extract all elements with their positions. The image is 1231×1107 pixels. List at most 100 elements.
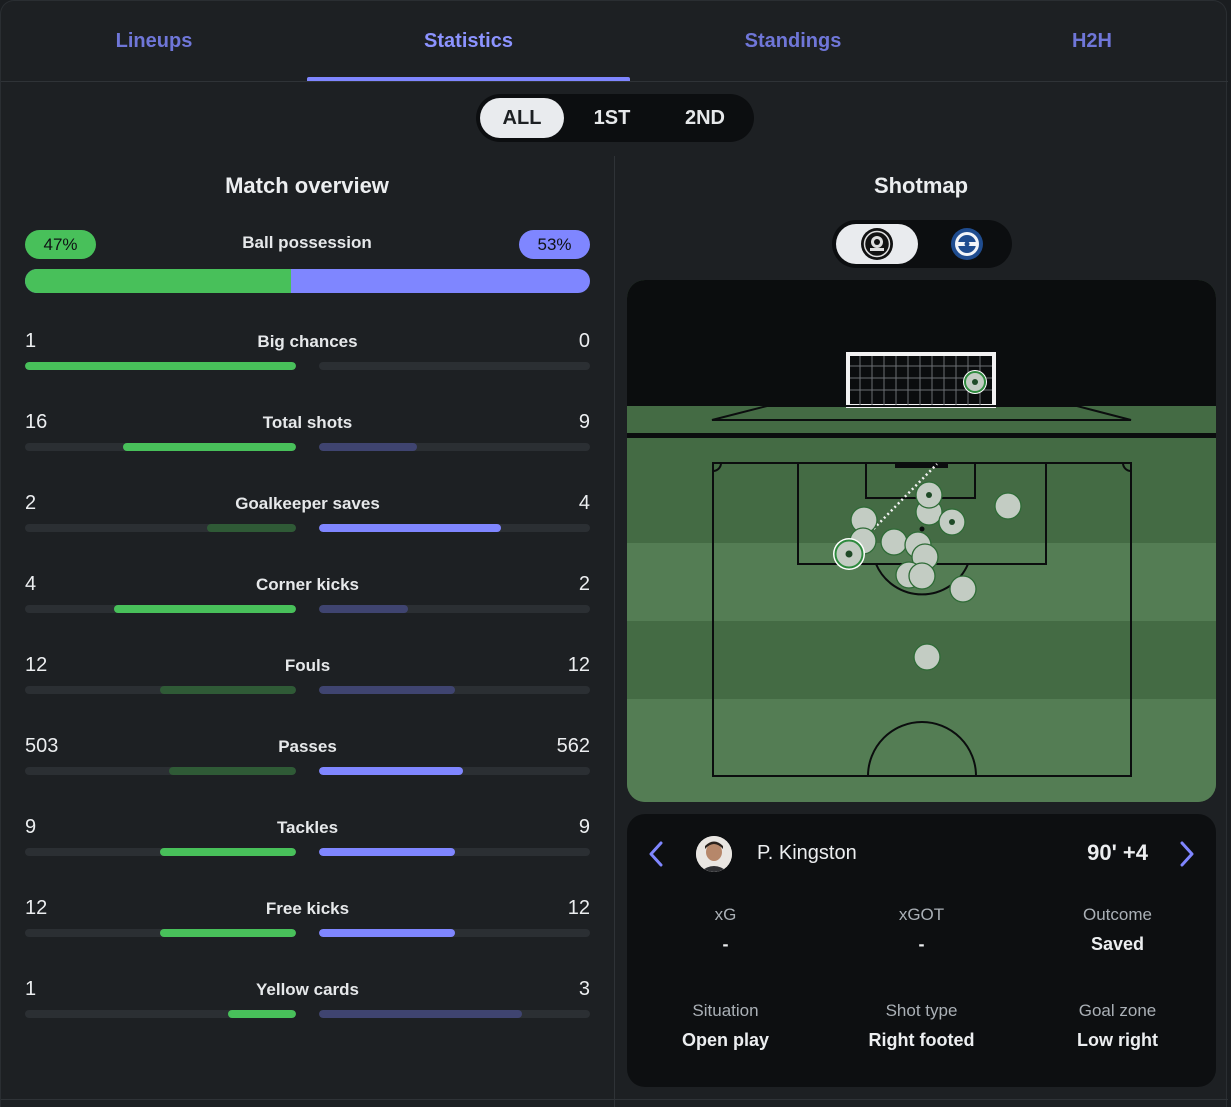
stat-row: 16 Total shots 9: [25, 411, 590, 451]
xg-value: -: [722, 934, 729, 954]
away-stat-value: 3: [578, 978, 590, 1000]
shot-marker-on-target[interactable]: [938, 508, 966, 536]
away-stat-bar: [319, 686, 590, 694]
shot-type-label: Shot type: [885, 1001, 958, 1020]
period-selector: ALL 1ST 2ND: [476, 94, 754, 142]
home-team-option[interactable]: [836, 224, 918, 264]
shotmap-pitch[interactable]: [627, 280, 1216, 802]
stat-label: Free kicks: [265, 899, 350, 918]
chevron-left-icon: [649, 841, 663, 867]
home-stat-fill: [123, 443, 296, 451]
outcome-detail: Outcome Saved: [1019, 905, 1216, 955]
tab-lineups[interactable]: Lineups: [115, 29, 193, 52]
home-stat-fill: [160, 848, 296, 856]
tab-standings[interactable]: Standings: [744, 29, 842, 52]
home-stat-bar: [25, 362, 296, 370]
shot-type-value: Right footed: [868, 1030, 975, 1050]
situation-value: Open play: [681, 1030, 770, 1050]
goal-zone-value: Low right: [1077, 1030, 1158, 1050]
stat-label: Total shots: [262, 413, 353, 432]
home-stat-fill: [228, 1010, 296, 1018]
shot-marker[interactable]: [908, 562, 936, 590]
goal-zone-label: Goal zone: [1078, 1001, 1157, 1020]
shot-marker[interactable]: [949, 575, 977, 603]
team-toggle: [832, 220, 1012, 268]
xgot-value: -: [918, 934, 925, 954]
away-stat-fill: [319, 524, 501, 532]
away-stat-value: 2: [578, 573, 590, 595]
home-stat-value: 16: [25, 411, 48, 433]
home-stat-value: 1: [25, 330, 37, 352]
stat-row: 12 Free kicks 12: [25, 897, 590, 937]
possession-bar: [25, 269, 590, 293]
goal-zone-detail: Goal zone Low right: [1019, 1001, 1216, 1051]
xg-label: xG: [714, 905, 737, 924]
player-name[interactable]: P. Kingston: [757, 842, 857, 864]
outcome-label: Outcome: [1083, 905, 1152, 924]
home-stat-value: 4: [25, 573, 37, 595]
away-stat-value: 12: [567, 897, 590, 919]
away-stat-fill: [319, 848, 455, 856]
match-overview-title: Match overview: [225, 173, 389, 198]
shot-marker-on-target[interactable]: [915, 481, 943, 509]
away-stat-value: 9: [578, 411, 590, 433]
period-second-half-button[interactable]: 2ND: [684, 106, 725, 129]
away-stat-bar: [319, 1010, 590, 1018]
home-stat-fill: [114, 605, 296, 613]
home-stat-value: 503: [25, 735, 59, 757]
away-stat-bar: [319, 362, 590, 370]
player-photo-icon: [696, 836, 732, 872]
shotmap-title: Shotmap: [873, 173, 969, 198]
away-stat-bar: [319, 524, 590, 532]
stat-label: Goalkeeper saves: [235, 494, 380, 513]
away-possession-badge: 53%: [519, 230, 590, 259]
home-stat-bar: [25, 929, 296, 937]
away-stat-value: 4: [578, 492, 590, 514]
home-stat-bar: [25, 848, 296, 856]
home-possession-fill: [25, 269, 291, 293]
away-stat-fill: [319, 929, 455, 937]
away-team-option[interactable]: [926, 224, 1008, 264]
home-stat-bar: [25, 686, 296, 694]
away-team-crest-icon: [951, 228, 983, 260]
shot-marker[interactable]: [994, 492, 1022, 520]
stat-label: Big chances: [257, 332, 358, 351]
stat-row: 1 Yellow cards 3: [25, 978, 590, 1018]
tab-statistics[interactable]: Statistics: [424, 29, 513, 52]
stat-row: 2 Goalkeeper saves 4: [25, 492, 590, 532]
goal-mouth-shot-marker[interactable]: [963, 370, 987, 394]
away-stat-fill: [319, 605, 408, 613]
shot-type-detail: Shot type Right footed: [823, 1001, 1020, 1051]
stat-label: Tackles: [276, 818, 339, 837]
period-first-half-button[interactable]: 1ST: [593, 106, 631, 129]
stat-label: Yellow cards: [256, 980, 359, 999]
away-stat-fill: [319, 767, 463, 775]
away-stat-value: 9: [578, 816, 590, 838]
shotmap-svg: [627, 280, 1216, 802]
away-stat-fill: [319, 1010, 522, 1018]
away-stat-value: 562: [556, 735, 590, 757]
home-stat-bar: [25, 605, 296, 613]
bottom-divider: [1, 1099, 1228, 1100]
shot-marker[interactable]: [913, 643, 941, 671]
away-stat-bar: [319, 848, 590, 856]
situation-label: Situation: [692, 1001, 759, 1020]
home-stat-fill: [160, 929, 296, 937]
away-stat-bar: [319, 767, 590, 775]
xgot-label: xGOT: [898, 905, 945, 924]
away-stat-value: 12: [567, 654, 590, 676]
selected-shot-marker[interactable]: [833, 538, 865, 570]
home-stat-value: 12: [25, 897, 48, 919]
stat-label: Corner kicks: [256, 575, 359, 594]
period-all-button[interactable]: ALL: [480, 98, 564, 138]
shot-marker[interactable]: [880, 528, 908, 556]
home-stat-bar: [25, 524, 296, 532]
home-stat-fill: [207, 524, 296, 532]
active-tab-indicator: [307, 77, 630, 81]
next-shot-button[interactable]: [1171, 836, 1203, 872]
previous-shot-button[interactable]: [640, 836, 672, 872]
shot-details-card: P. Kingston 90' +4 xG - xGOT - Outcome S…: [627, 814, 1216, 1087]
home-stat-value: 9: [25, 816, 37, 838]
tab-h2h[interactable]: H2H: [1071, 29, 1112, 52]
